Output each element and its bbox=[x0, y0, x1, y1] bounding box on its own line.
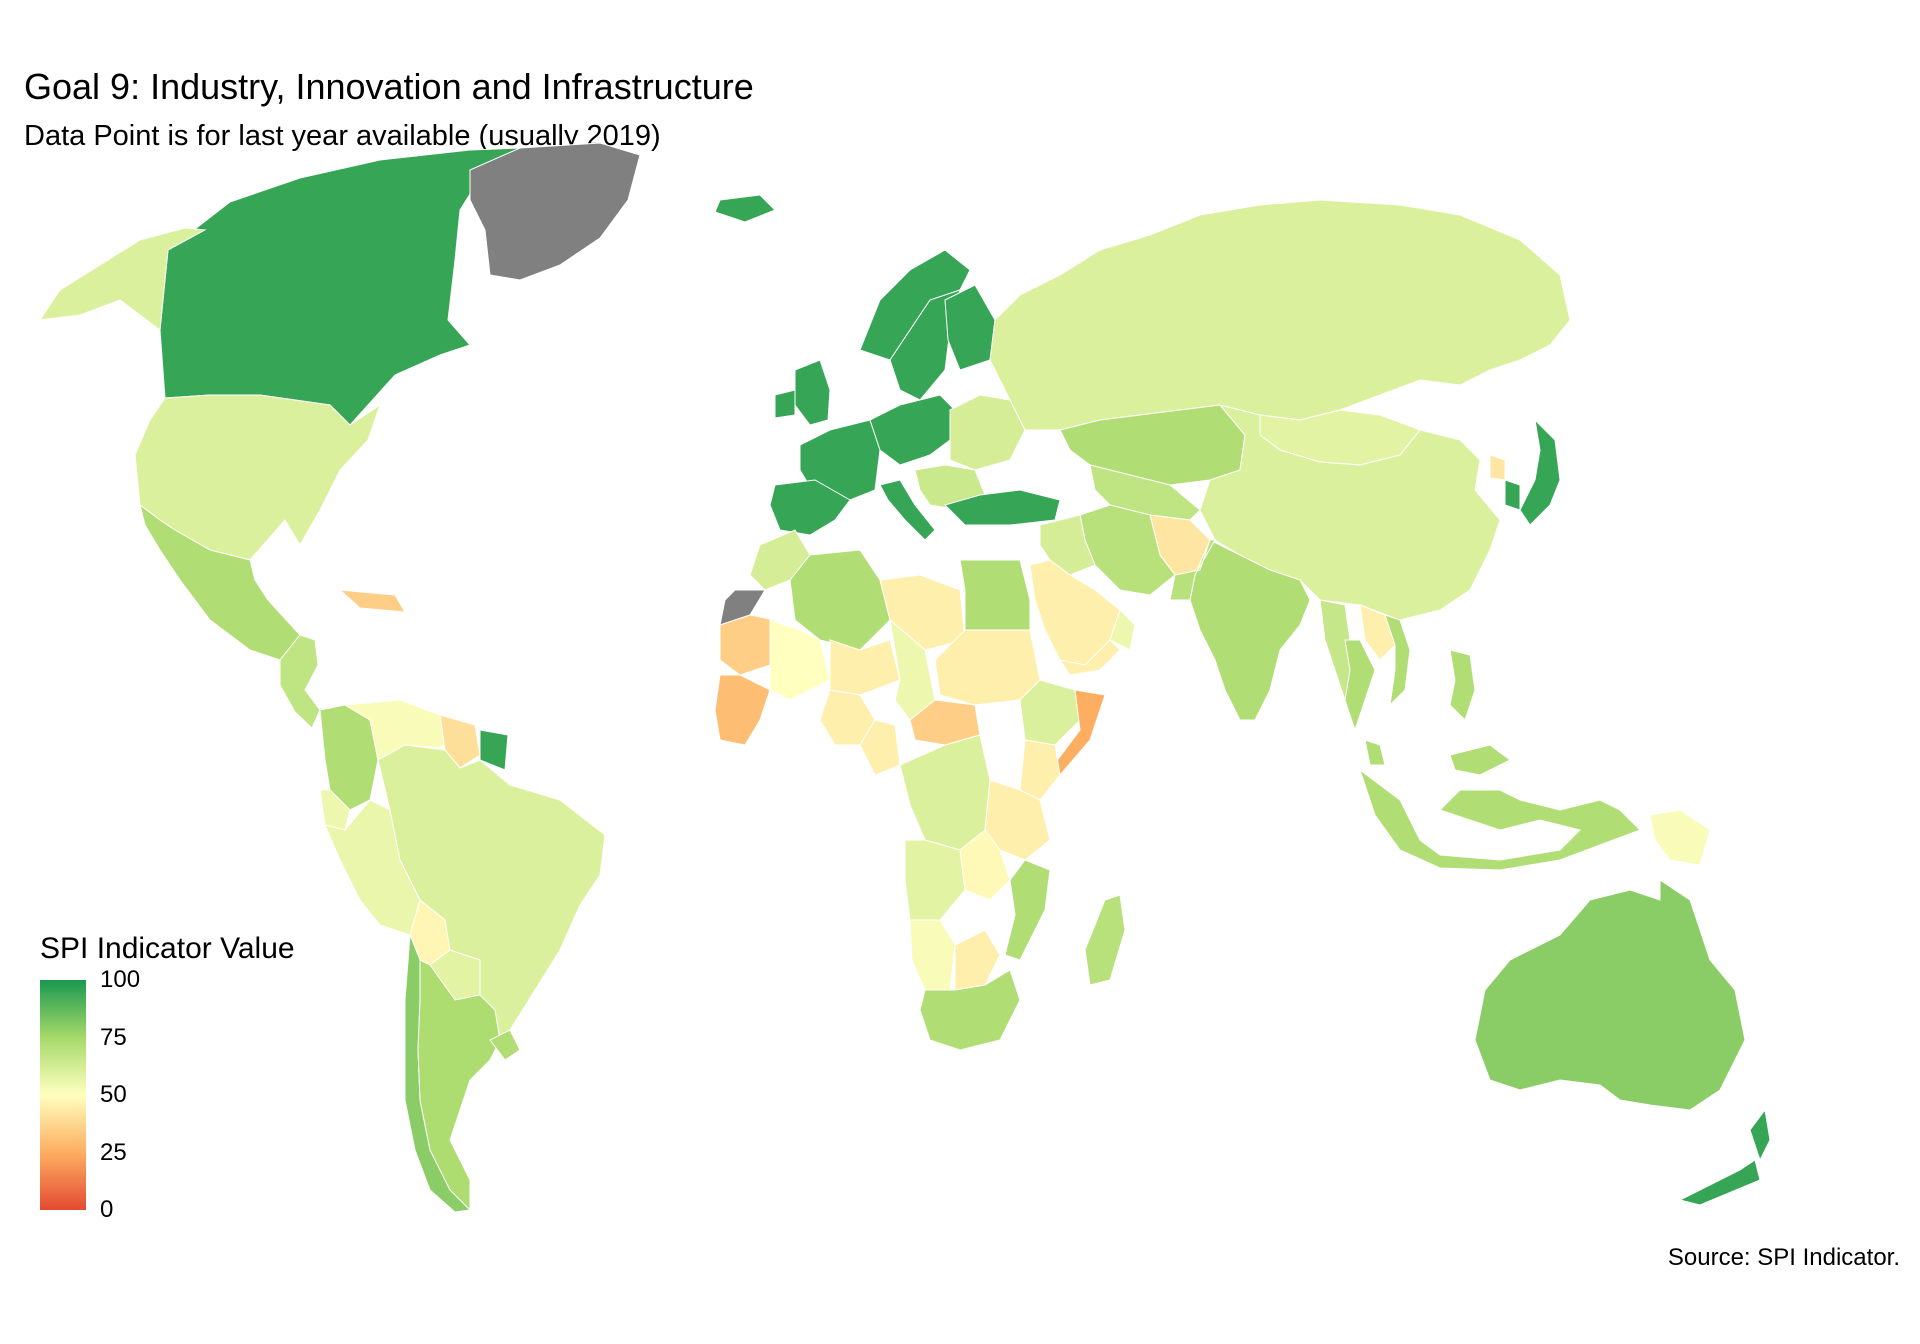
region-mozambique bbox=[1004, 859, 1051, 961]
region-mauritania bbox=[719, 614, 776, 676]
region-philippines bbox=[1449, 649, 1476, 721]
region-eastern-europe bbox=[949, 394, 1026, 471]
region-mali bbox=[769, 619, 831, 701]
region-indonesia bbox=[1359, 768, 1641, 871]
region-united-kingdom bbox=[794, 359, 831, 426]
region-west-africa-coast bbox=[714, 674, 771, 746]
region-finland bbox=[944, 284, 996, 371]
region-ireland bbox=[774, 389, 796, 419]
region-guyana bbox=[439, 714, 481, 769]
legend-color-bar bbox=[40, 980, 86, 1210]
region-china bbox=[1199, 404, 1501, 621]
region-caribbean bbox=[338, 589, 406, 613]
source-note: Source: SPI Indicator. bbox=[1667, 1244, 1900, 1271]
region-pakistan bbox=[1169, 539, 1216, 601]
region-vietnam bbox=[1384, 614, 1411, 707]
legend-tick-25: 25 bbox=[100, 1138, 127, 1166]
region-iceland bbox=[714, 194, 776, 223]
region-western-europe bbox=[799, 419, 881, 501]
chart-title: Goal 9: Industry, Innovation and Infrast… bbox=[24, 66, 754, 107]
region-uruguay bbox=[489, 1029, 521, 1061]
region-oman bbox=[1109, 609, 1136, 651]
region-central-europe bbox=[869, 394, 956, 466]
region-india bbox=[1189, 539, 1311, 721]
region-iberia bbox=[769, 479, 851, 536]
region-french-guiana bbox=[479, 729, 509, 771]
region-venezuela bbox=[343, 699, 461, 761]
region-new-zealand bbox=[1678, 1108, 1771, 1206]
region-japan bbox=[1519, 418, 1561, 526]
region-alaska bbox=[38, 227, 207, 331]
region-malaysia bbox=[1364, 739, 1511, 776]
region-thailand bbox=[1344, 639, 1376, 732]
region-south-africa bbox=[919, 969, 1021, 1051]
region-ecuador bbox=[319, 789, 351, 831]
region-niger bbox=[829, 639, 901, 696]
region-dr-congo bbox=[899, 734, 991, 851]
region-north-korea bbox=[1489, 454, 1506, 481]
region-namibia bbox=[909, 919, 956, 991]
legend-title: SPI Indicator Value bbox=[40, 932, 295, 965]
region-kenya bbox=[1019, 739, 1061, 801]
region-greenland bbox=[469, 142, 641, 281]
region-canada bbox=[159, 147, 522, 426]
legend-tick-0: 0 bbox=[100, 1196, 114, 1223]
region-australia bbox=[1474, 879, 1746, 1111]
region-cameroon bbox=[859, 719, 901, 776]
region-south-korea bbox=[1504, 479, 1521, 511]
region-yemen bbox=[1058, 639, 1121, 676]
region-sudan bbox=[934, 629, 1041, 706]
region-egypt bbox=[959, 559, 1031, 631]
legend-tick-50: 50 bbox=[100, 1081, 127, 1108]
region-botswana bbox=[954, 929, 1001, 991]
region-italy bbox=[879, 479, 936, 541]
region-madagascar bbox=[1084, 894, 1126, 986]
region-iraq bbox=[1039, 514, 1096, 576]
region-argentina bbox=[417, 959, 501, 1212]
region-turkey bbox=[944, 489, 1061, 526]
region-central-america bbox=[279, 634, 321, 729]
legend-tick-100: 100 bbox=[100, 966, 141, 993]
region-russia bbox=[989, 199, 1571, 431]
legend-tick-75: 75 bbox=[100, 1023, 127, 1051]
region-angola bbox=[904, 839, 966, 921]
region-papua-new-guinea bbox=[1649, 809, 1711, 866]
